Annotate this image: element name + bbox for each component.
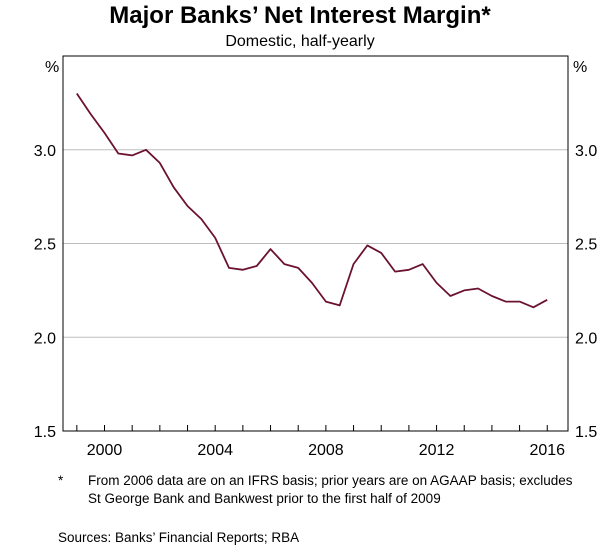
chart-subtitle: Domestic, half-yearly xyxy=(225,33,375,50)
x-tick-label: 2012 xyxy=(419,442,455,459)
sources-note: Sources: Banks’ Financial Reports; RBA xyxy=(58,530,300,545)
right-unit-label: % xyxy=(573,59,587,76)
y-tick-label-left: 3.0 xyxy=(34,143,56,160)
y-tick-label-left: 1.5 xyxy=(34,424,56,441)
series-layer xyxy=(76,92,548,309)
y-tick-label-right: 3.0 xyxy=(575,143,597,160)
footnote-text: From 2006 data are on an IFRS basis; pri… xyxy=(88,473,573,506)
x-tick-label: 2016 xyxy=(529,442,565,459)
y-tick-label-left: 2.5 xyxy=(34,237,56,254)
x-tick-label: 2004 xyxy=(197,442,233,459)
footnote: * From 2006 data are on an IFRS basis; p… xyxy=(58,472,578,508)
left-unit-label: % xyxy=(45,59,59,76)
y-tick-label-right: 1.5 xyxy=(575,424,597,441)
axis-labels: % % 1.5 1.5 2.0 2.0 2.5 2.5 3.0 3.0 2000 2004 2008… xyxy=(34,59,598,459)
plot-frame xyxy=(62,55,569,432)
y-tick-label-right: 2.5 xyxy=(575,237,597,254)
chart-title: Major Banks’ Net Interest Margin* xyxy=(109,2,491,29)
series-line xyxy=(76,92,548,309)
gridlines xyxy=(63,149,568,338)
x-tick-label: 2008 xyxy=(308,442,344,459)
x-tick-marks xyxy=(76,425,548,431)
footnote-mark: * xyxy=(58,473,64,488)
x-tick-label: 2000 xyxy=(87,442,123,459)
y-tick-label-right: 2.0 xyxy=(575,330,597,347)
chart-canvas: % % 1.5 1.5 2.0 2.0 2.5 2.5 3.0 3.0 2000 2004 2008… xyxy=(34,55,598,459)
y-tick-label-left: 2.0 xyxy=(34,330,56,347)
